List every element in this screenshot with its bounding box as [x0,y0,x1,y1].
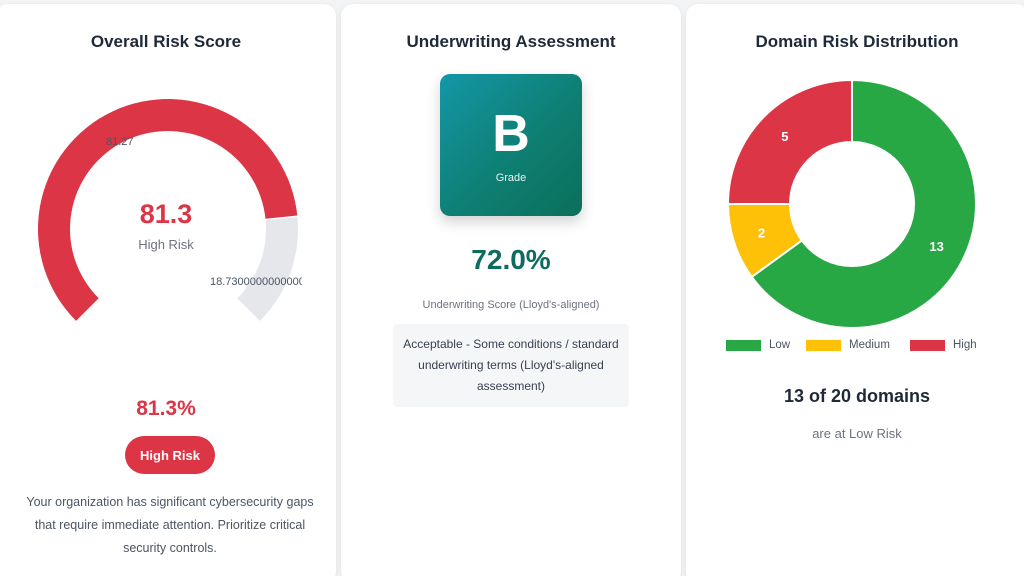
risk-score-percent: 81.3% [136,397,196,420]
legend-swatch-high [910,339,945,351]
donut-value-label-medium: 2 [758,225,765,240]
donut-slice-high[interactable] [726,78,853,205]
grade-caption: Grade [495,172,527,184]
underwriting-score-percent: 72.0% [471,244,551,275]
overall-risk-title: Overall Risk Score [90,32,242,51]
domains-subtext: are at Low Risk [812,426,902,441]
donut-value-label-low: 13 [929,239,943,254]
underwriting-score-label: Underwriting Score (Lloyd's-aligned) [422,299,600,311]
underwriting-note: Acceptable - Some conditions / standard … [393,324,629,407]
legend-label-medium: Medium [849,339,890,351]
legend-item-medium[interactable]: Medium [806,339,890,351]
domain-donut-chart: 13 2 5 [726,78,977,329]
gauge-score-arc[interactable] [37,98,298,321]
distribution-card: Domain Risk Distribution 13 2 5 Low Medium… [686,4,1024,576]
grade-letter: B [492,105,530,163]
distribution-title: Domain Risk Distribution [755,32,959,51]
gauge-level: High Risk [138,237,194,252]
overall-risk-card: Overall Risk Score 81.27 18.730000000000… [0,4,336,576]
underwriting-card: Underwriting Assessment B Grade 72.0% Un… [341,4,681,576]
gauge-remaining-label: 18.730000000000004 [210,276,302,288]
gauge-separator [265,215,298,221]
gauge-score-label: 81.27 [106,136,134,148]
legend-label-low: Low [769,339,791,351]
legend-item-high[interactable]: High [910,339,977,351]
underwriting-title: Underwriting Assessment [406,32,616,51]
risk-gauge [37,98,298,321]
risk-description: Your organization has significant cybers… [26,495,314,555]
gauge-value: 81.3 [139,199,193,229]
domains-summary: 13 of 20 domains [783,386,931,406]
donut-slice-low[interactable] [750,78,977,329]
grade-tile: B Grade [440,74,582,216]
legend-swatch-low [726,339,761,351]
donut-value-label-high: 5 [781,129,788,144]
gauge-remaining-arc[interactable] [237,216,298,321]
legend-item-low[interactable]: Low [726,339,790,351]
legend-label-high: High [953,339,977,351]
legend-swatch-medium [806,339,841,351]
risk-level-badge: High Risk [125,436,215,474]
chart-legend: Low Medium High [686,339,1024,355]
